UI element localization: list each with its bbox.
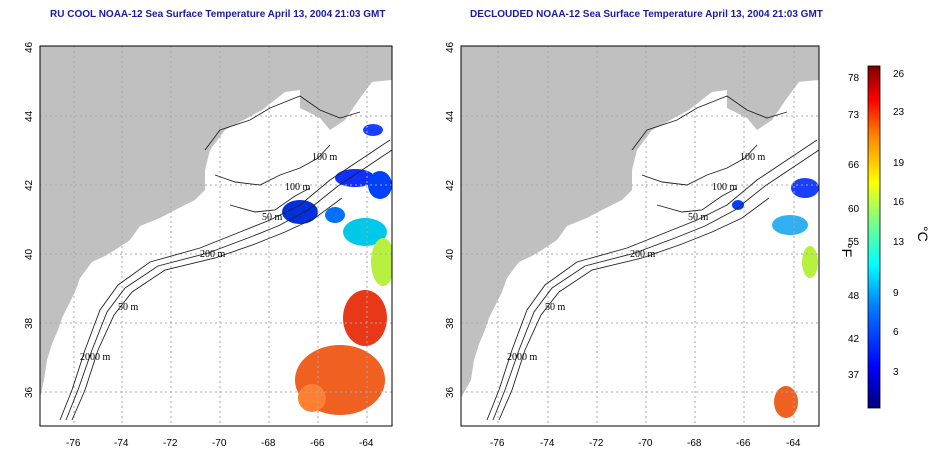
celsius-unit-label: °C bbox=[915, 226, 931, 242]
lon-axis: -76 -74 -72 -70 -68 -66 -64 bbox=[490, 438, 801, 449]
land-mass bbox=[461, 46, 819, 398]
fahrenheit-tick: 48 bbox=[848, 291, 860, 302]
fahrenheit-tick: 73 bbox=[848, 110, 860, 121]
sst-patch bbox=[774, 386, 798, 418]
celsius-tick: 3 bbox=[893, 367, 899, 378]
lon-tick-label: -70 bbox=[638, 438, 653, 449]
lon-tick-label: -76 bbox=[66, 438, 81, 449]
sst-patch bbox=[343, 290, 387, 346]
sst-patch bbox=[282, 200, 318, 224]
contour-label: 200 m bbox=[630, 249, 656, 260]
land-mass-north bbox=[727, 46, 819, 108]
sst-patch bbox=[335, 169, 375, 187]
right-map-title: DECLOUDED NOAA-12 Sea Surface Temperatur… bbox=[470, 9, 823, 20]
lon-tick-label: -74 bbox=[540, 438, 555, 449]
lon-axis: -76 -74 -72 -70 -68 -66 -64 bbox=[66, 438, 374, 449]
lat-tick-label: 40 bbox=[24, 248, 35, 260]
lon-tick-label: -72 bbox=[163, 438, 178, 449]
lon-tick-label: -68 bbox=[261, 438, 276, 449]
contour-label: 50 m bbox=[545, 302, 566, 313]
lat-axis: 36 38 40 42 44 46 bbox=[24, 41, 35, 398]
celsius-tick: 26 bbox=[893, 69, 905, 80]
right-map-panel: 100 m 100 m 50 m 200 m 50 m 2000 m -76 -… bbox=[445, 41, 820, 449]
land-mass-north bbox=[300, 46, 392, 108]
lon-tick-label: -64 bbox=[359, 438, 374, 449]
celsius-tick: 13 bbox=[893, 237, 905, 248]
celsius-tick: 19 bbox=[893, 158, 905, 169]
lat-tick-label: 42 bbox=[445, 179, 456, 191]
sst-patch bbox=[732, 200, 744, 210]
lon-tick-label: -74 bbox=[114, 438, 129, 449]
contour-label: 100 m bbox=[285, 182, 311, 193]
lon-tick-label: -70 bbox=[212, 438, 227, 449]
contour-label: 200 m bbox=[200, 249, 226, 260]
celsius-tick: 16 bbox=[893, 197, 905, 208]
left-map-title: RU COOL NOAA-12 Sea Surface Temperature … bbox=[50, 9, 386, 20]
fahrenheit-tick: 60 bbox=[848, 204, 860, 215]
sst-patch bbox=[802, 246, 818, 278]
lat-tick-label: 44 bbox=[445, 110, 456, 122]
fahrenheit-tick: 66 bbox=[848, 160, 860, 171]
lat-tick-label: 36 bbox=[24, 386, 35, 398]
lat-tick-label: 46 bbox=[24, 41, 35, 53]
lat-tick-label: 42 bbox=[24, 179, 35, 191]
sst-patch bbox=[791, 178, 819, 198]
sst-patch bbox=[298, 384, 326, 412]
sst-patch bbox=[772, 215, 808, 235]
contour-label: 2000 m bbox=[80, 352, 111, 363]
contour-label: 100 m bbox=[712, 182, 738, 193]
contour-label: 100 m bbox=[312, 152, 338, 163]
lon-tick-label: -68 bbox=[687, 438, 702, 449]
contour-label: 100 m bbox=[740, 152, 766, 163]
lon-tick-label: -66 bbox=[310, 438, 325, 449]
lat-tick-label: 38 bbox=[24, 317, 35, 329]
colorbar: 78 73 66 60 55 48 42 37 26 23 19 16 13 9… bbox=[839, 65, 931, 409]
lon-tick-label: -76 bbox=[490, 438, 505, 449]
fahrenheit-tick: 42 bbox=[848, 334, 860, 345]
fahrenheit-unit-label: °F bbox=[839, 243, 855, 257]
lon-tick-label: -66 bbox=[736, 438, 751, 449]
sst-patch bbox=[363, 124, 383, 136]
lat-axis: 36 38 40 42 44 46 bbox=[445, 41, 456, 398]
lat-tick-label: 40 bbox=[445, 248, 456, 260]
fahrenheit-tick: 55 bbox=[848, 237, 860, 248]
lon-tick-label: -72 bbox=[589, 438, 604, 449]
sst-patch bbox=[343, 218, 387, 246]
fahrenheit-tick: 78 bbox=[848, 73, 860, 84]
celsius-tick: 9 bbox=[893, 288, 899, 299]
fahrenheit-tick: 37 bbox=[848, 370, 860, 381]
celsius-tick: 6 bbox=[893, 327, 899, 338]
sst-patch bbox=[325, 207, 345, 223]
left-map-panel: 100 m 100 m 50 m 200 m 50 m 2000 m -76 -… bbox=[24, 41, 393, 449]
lat-tick-label: 38 bbox=[445, 317, 456, 329]
colorbar-gradient bbox=[867, 65, 881, 409]
sst-patch bbox=[371, 238, 392, 286]
lat-tick-label: 44 bbox=[24, 110, 35, 122]
lat-tick-label: 36 bbox=[445, 386, 456, 398]
land-mass bbox=[40, 46, 392, 398]
lon-tick-label: -64 bbox=[786, 438, 801, 449]
contour-label: 50 m bbox=[688, 212, 709, 223]
celsius-tick: 23 bbox=[893, 107, 905, 118]
lat-tick-label: 46 bbox=[445, 41, 456, 53]
contour-label: 50 m bbox=[262, 212, 283, 223]
contour-label: 2000 m bbox=[507, 352, 538, 363]
contour-label: 50 m bbox=[118, 302, 139, 313]
